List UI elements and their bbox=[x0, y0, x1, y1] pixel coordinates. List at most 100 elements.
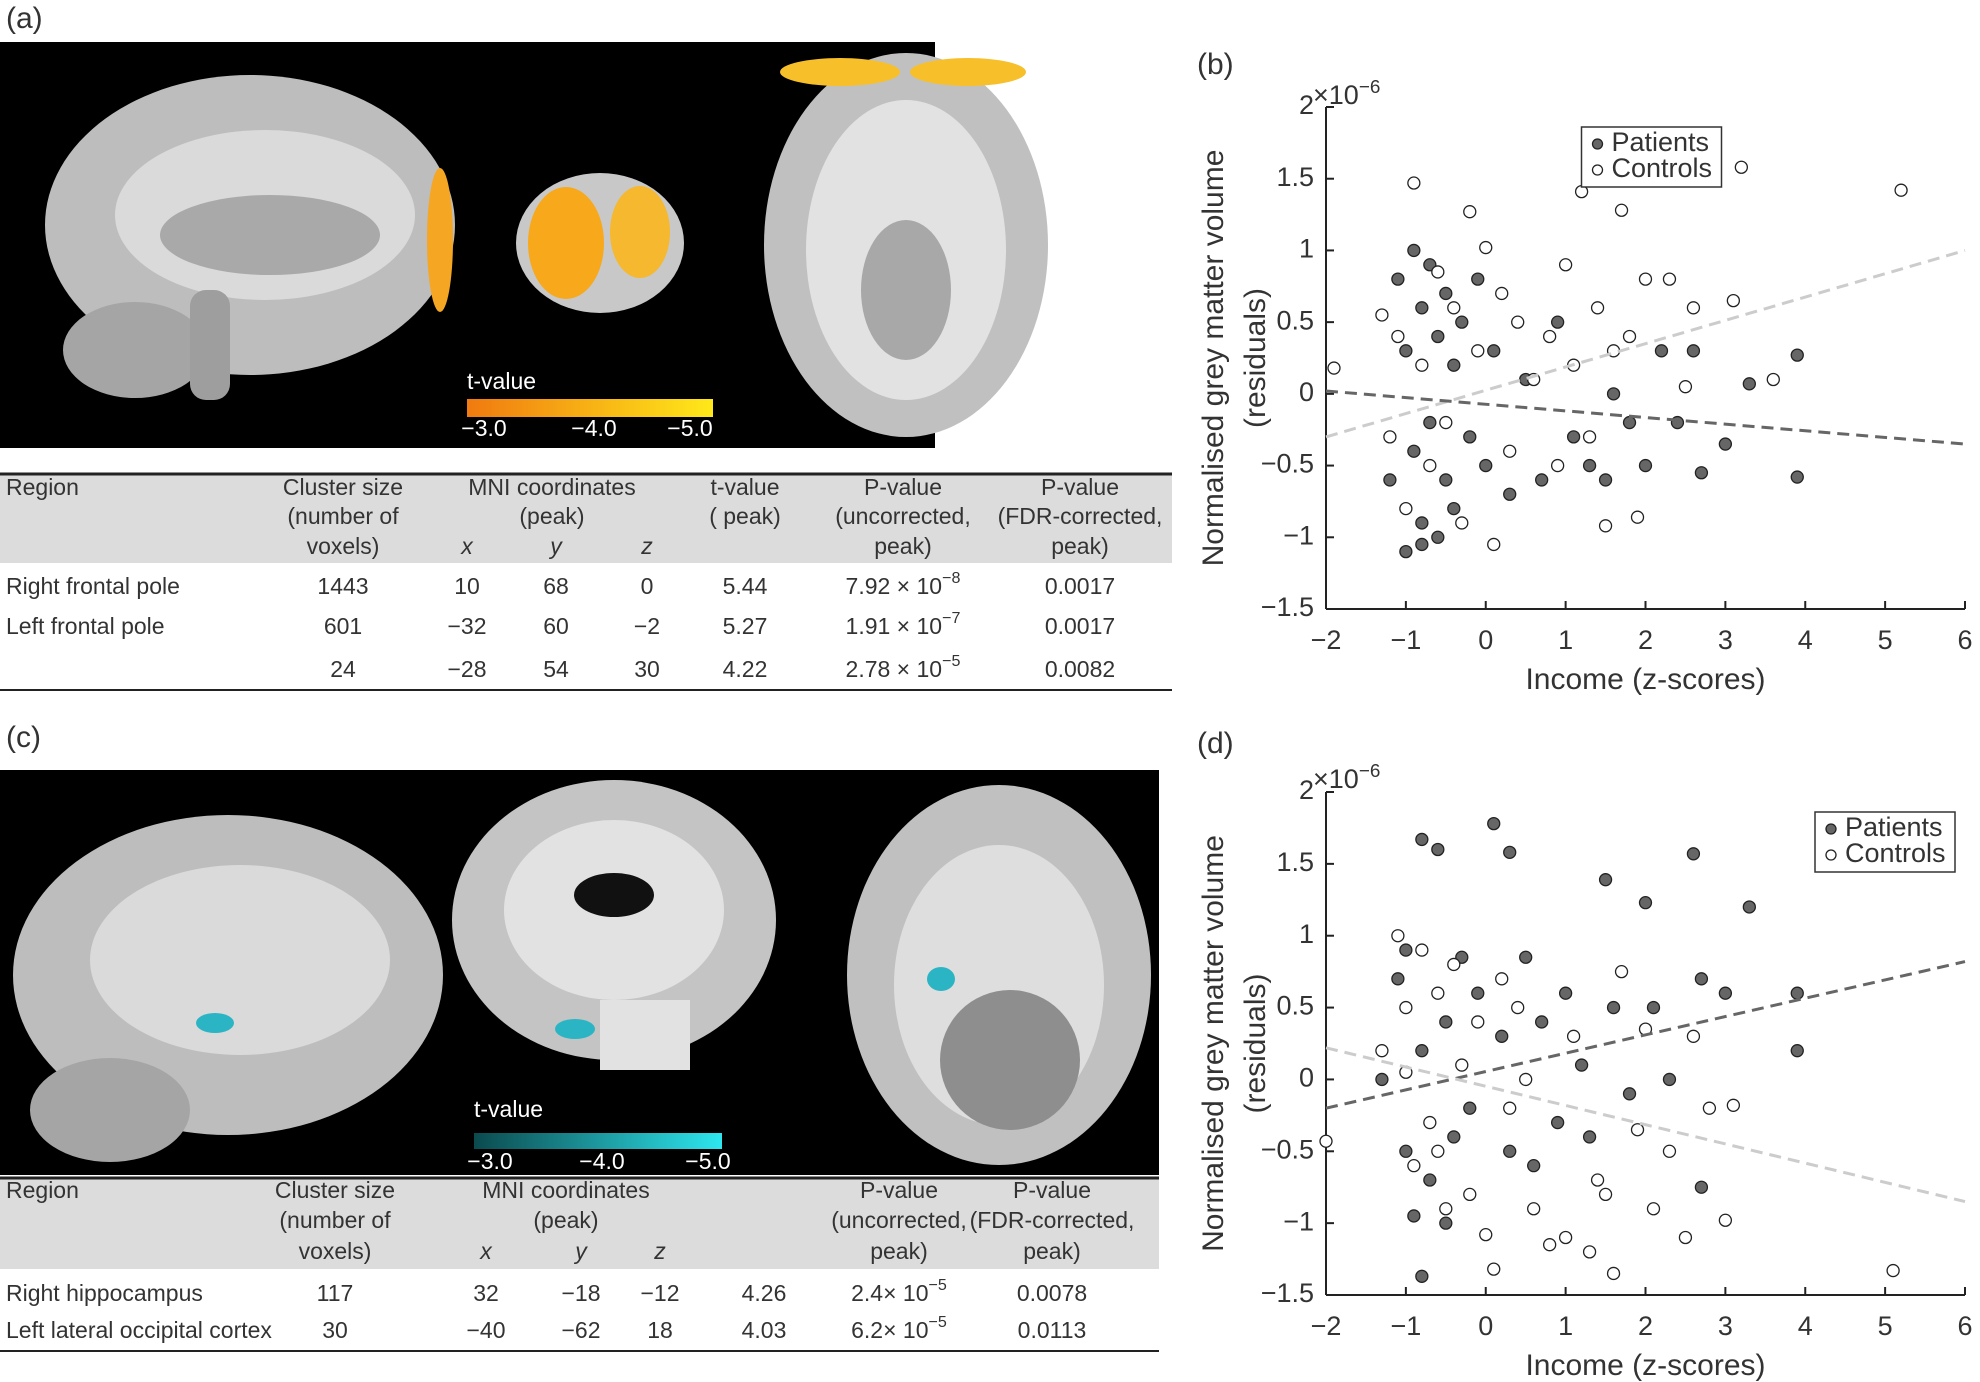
data-point bbox=[1439, 1216, 1453, 1230]
data-point bbox=[1630, 1123, 1645, 1137]
table-cell: 0 bbox=[641, 573, 654, 599]
data-point bbox=[1622, 415, 1637, 430]
table-header: (FDR-corrected, bbox=[970, 1207, 1135, 1233]
data-point bbox=[1447, 301, 1461, 315]
table-cell: 1443 bbox=[317, 573, 368, 599]
data-point bbox=[1463, 430, 1477, 444]
data-point bbox=[1391, 272, 1405, 286]
data-point bbox=[1558, 1230, 1573, 1245]
axis-multiplier-base: ×10 bbox=[1313, 80, 1359, 110]
data-point bbox=[1383, 430, 1397, 444]
data-point bbox=[1790, 348, 1804, 362]
table-header: peak) bbox=[874, 533, 932, 559]
data-point bbox=[1471, 344, 1485, 358]
data-point bbox=[1471, 272, 1485, 286]
data-point bbox=[1582, 458, 1597, 473]
data-point bbox=[1487, 344, 1501, 358]
data-point bbox=[1742, 900, 1756, 914]
x-axis-label: Income (z-scores) bbox=[1525, 663, 1765, 696]
legend-box bbox=[1580, 126, 1723, 188]
table-cell: 68 bbox=[543, 573, 569, 599]
table-cell: 2.78 × 10−5 bbox=[846, 652, 961, 682]
y-tick-label: −1 bbox=[1283, 520, 1314, 550]
data-point bbox=[1439, 1015, 1453, 1029]
data-point bbox=[1471, 986, 1485, 1000]
data-point bbox=[1319, 1134, 1333, 1148]
data-point bbox=[1654, 344, 1669, 358]
y-axis-label: (residuals) bbox=[1239, 288, 1272, 428]
table-header: P-value bbox=[1041, 474, 1119, 500]
data-point bbox=[1678, 380, 1693, 394]
table-cell: 4.22 bbox=[723, 656, 768, 682]
data-point bbox=[1503, 444, 1517, 458]
x-axis-label: Income (z-scores) bbox=[1525, 1349, 1765, 1382]
y-tick-label: 1 bbox=[1299, 234, 1314, 264]
y-axis-label: Normalised grey matter volume bbox=[1197, 835, 1230, 1252]
data-point bbox=[1790, 986, 1804, 1000]
table-cell: 30 bbox=[634, 656, 660, 682]
data-point bbox=[1415, 358, 1429, 372]
colorbar-tick: −5.0 bbox=[685, 1148, 730, 1174]
data-point bbox=[1686, 1029, 1701, 1043]
data-point bbox=[1686, 344, 1701, 358]
x-tick-label: 5 bbox=[1878, 1311, 1893, 1341]
table-header: Region bbox=[6, 1177, 79, 1203]
data-point bbox=[1391, 929, 1405, 943]
x-tick-label: 3 bbox=[1718, 625, 1733, 655]
data-point bbox=[1590, 1173, 1605, 1187]
data-point bbox=[1646, 1000, 1661, 1015]
table-cell-base: 2.4× 10 bbox=[851, 1280, 928, 1306]
x-tick-label: −2 bbox=[1311, 625, 1342, 655]
legend-label: Controls bbox=[1845, 838, 1946, 868]
data-point bbox=[1566, 430, 1581, 444]
y-tick-label: −0.5 bbox=[1261, 449, 1314, 479]
x-tick-label: 5 bbox=[1878, 625, 1893, 655]
data-point bbox=[1694, 972, 1709, 986]
x-tick-label: 3 bbox=[1718, 1311, 1733, 1341]
table-header: (uncorrected, bbox=[831, 1207, 967, 1233]
table-header-bg bbox=[0, 1178, 1159, 1269]
data-point bbox=[1479, 240, 1493, 255]
data-point bbox=[1327, 361, 1341, 375]
data-point bbox=[1622, 1087, 1637, 1101]
y-tick-label: −1.5 bbox=[1261, 592, 1314, 622]
table-header: ( peak) bbox=[709, 503, 781, 529]
data-point bbox=[1375, 1072, 1389, 1087]
data-point bbox=[1598, 1187, 1613, 1202]
panel-label: (b) bbox=[1197, 48, 1234, 81]
table-cell-exponent: −5 bbox=[929, 1276, 947, 1294]
data-point bbox=[1503, 1144, 1517, 1158]
data-point bbox=[1646, 1202, 1661, 1216]
table-cell: 24 bbox=[330, 656, 356, 682]
data-point bbox=[1718, 437, 1733, 451]
legend-marker bbox=[1825, 823, 1837, 835]
table-header: P-value bbox=[864, 474, 942, 500]
data-point bbox=[1790, 1044, 1804, 1058]
table-cell: 6.2× 10−5 bbox=[851, 1313, 947, 1343]
table-cell-exponent: −5 bbox=[929, 1313, 947, 1331]
data-point bbox=[1790, 470, 1804, 484]
table-header: peak) bbox=[1051, 533, 1109, 559]
data-point bbox=[1415, 301, 1429, 315]
y-tick-label: 0.5 bbox=[1276, 305, 1314, 335]
data-point bbox=[1455, 516, 1469, 530]
table-cell: −62 bbox=[561, 1317, 600, 1343]
table-cell-base: 7.92 × 10 bbox=[846, 573, 943, 599]
data-point bbox=[1694, 1180, 1709, 1194]
data-point bbox=[1423, 1173, 1437, 1187]
fit-line bbox=[1325, 248, 1966, 439]
data-point bbox=[1638, 896, 1653, 910]
data-point bbox=[1558, 258, 1573, 272]
x-tick-label: 1 bbox=[1558, 1311, 1573, 1341]
activation bbox=[555, 1019, 595, 1039]
legend-label: Patients bbox=[1845, 812, 1943, 842]
table-header: z bbox=[653, 1238, 666, 1264]
data-point bbox=[1702, 1101, 1717, 1115]
y-tick-label: 1 bbox=[1299, 919, 1314, 949]
data-point bbox=[1662, 1072, 1677, 1087]
table-cell-base: 1.91 × 10 bbox=[846, 613, 943, 639]
table-cell: 0.0078 bbox=[1017, 1280, 1087, 1306]
data-point bbox=[1447, 1130, 1461, 1144]
data-point bbox=[1662, 272, 1677, 286]
